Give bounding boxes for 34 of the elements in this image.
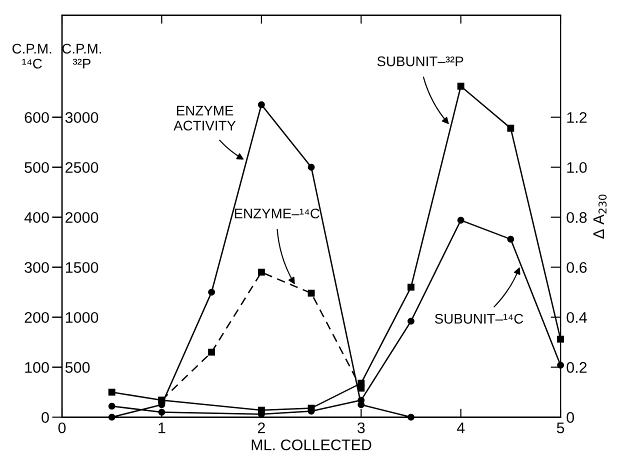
y-tick-label: 500 <box>24 162 49 173</box>
y3-tick-label: 0.8 <box>566 212 587 223</box>
y2-tick-label: 1500 <box>66 262 98 273</box>
x-axis-title: ML. COLLECTED <box>252 439 372 450</box>
y3-tick-label: 0.6 <box>566 262 587 273</box>
y3-tick-label: 0.2 <box>566 362 587 373</box>
x-tick-label: 0 <box>58 422 66 434</box>
y3-tick-label: 0 <box>566 412 574 423</box>
x-tick-label: 5 <box>556 422 564 434</box>
y-tick-label: 600 <box>24 112 49 123</box>
y-tick-label: 200 <box>24 312 49 323</box>
x-tick-label: 3 <box>357 422 365 434</box>
y2-tick-label: 2500 <box>66 162 98 173</box>
y-tick-label: 100 <box>25 362 49 373</box>
annotation: ENZYME–¹⁴C <box>234 208 320 218</box>
annotation: SUBUNIT–³²P <box>377 56 464 66</box>
y3-tick-label: 0.4 <box>566 312 587 323</box>
y3-tick-label: 1.2 <box>567 112 587 123</box>
y2-tick-label: 1000 <box>66 312 98 323</box>
y2-tick-label: 2000 <box>66 212 98 223</box>
y-tick-label: 400 <box>24 212 49 223</box>
y2-axis-title: C.P.M. ³²P <box>62 44 102 68</box>
y2-tick-label: 500 <box>65 362 90 373</box>
y-axis-title: C.P.M. ¹⁴C <box>12 44 52 69</box>
y-tick-label: 0 <box>42 412 49 423</box>
x-tick-label: 4 <box>456 422 465 434</box>
y2-tick-label: 3000 <box>65 112 98 123</box>
x-tick-label: 2 <box>258 422 265 434</box>
annotation: ENZYME ACTIVITY <box>174 106 236 131</box>
y3-tick-label: 1.0 <box>567 162 587 173</box>
x-tick-label: 1 <box>158 422 166 434</box>
y3-axis-title: Δ A$_{230}$ <box>593 194 607 239</box>
y-tick-label: 300 <box>24 262 49 273</box>
annotation: SUBUNIT–¹⁴C <box>434 314 524 324</box>
